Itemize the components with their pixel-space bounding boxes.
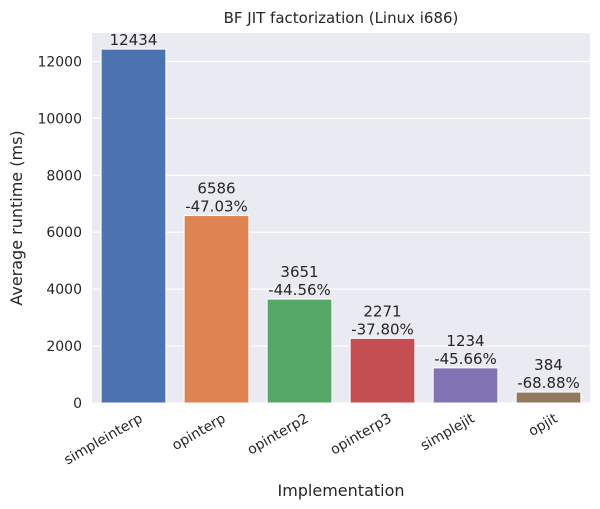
y-ticks: 0 2000 4000 6000 8000 10000 12000 <box>37 54 82 412</box>
x-tick-label: opinterp <box>169 411 228 454</box>
x-tick-label: opjit <box>526 410 561 439</box>
bar-labels: 12434 6586-47.03% 3651-44.56% 2271-37.80% 12… <box>110 31 580 392</box>
bar-opinterp3 <box>349 337 416 404</box>
bar-value-label: 384 <box>534 356 563 374</box>
bar-value-label: -44.56% <box>268 281 331 299</box>
chart-title: BF JIT factorization (Linux i686) <box>224 9 459 27</box>
y-tick-label: 2000 <box>46 339 82 355</box>
bars <box>100 48 582 404</box>
y-tick-label: 4000 <box>46 282 82 298</box>
y-tick-label: 10000 <box>37 111 82 127</box>
y-tick-label: 6000 <box>46 225 82 241</box>
y-axis-label: Average runtime (ms) <box>7 130 26 305</box>
y-tick-label: 0 <box>73 396 82 412</box>
bar-value-label: 12434 <box>110 31 158 49</box>
plot-background <box>92 33 590 403</box>
bar-opjit <box>515 391 582 404</box>
y-tick-label: 8000 <box>46 168 82 184</box>
bar-simpleinterp <box>100 48 167 404</box>
bar-value-label: -45.66% <box>434 350 497 368</box>
x-ticks: simpleinterp opinterp opinterp2 opinterp3 si… <box>62 410 561 468</box>
x-axis-label: Implementation <box>277 481 404 500</box>
x-tick-label: simplejit <box>418 410 478 454</box>
y-tick-label: 12000 <box>37 54 82 70</box>
bar-value-label: 6586 <box>197 180 235 198</box>
bar-simplejit <box>432 367 499 404</box>
bar-value-label: -68.88% <box>517 374 580 392</box>
bar-value-label: 3651 <box>280 263 318 281</box>
bar-value-label: -37.80% <box>351 320 414 338</box>
grid <box>92 60 590 404</box>
bar-value-label: -47.03% <box>185 198 248 216</box>
x-tick-label: opinterp2 <box>245 411 312 459</box>
x-tick-label: opinterp3 <box>328 411 395 459</box>
bar-opinterp2 <box>266 298 333 404</box>
x-tick-label: simpleinterp <box>62 411 146 469</box>
bar-value-label: 2271 <box>363 302 401 320</box>
bar-opinterp <box>183 215 250 404</box>
bar-value-label: 1234 <box>446 332 484 350</box>
